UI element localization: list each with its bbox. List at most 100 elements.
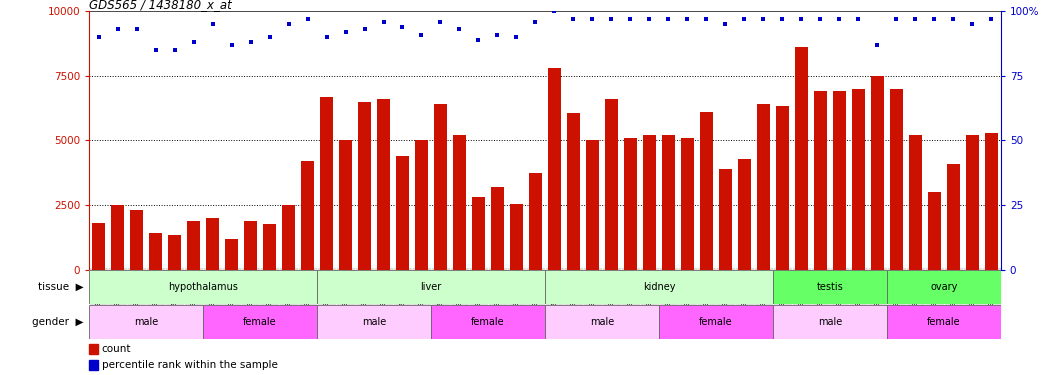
Text: count: count	[102, 344, 131, 354]
Point	[926, 16, 943, 22]
Bar	[454, 135, 465, 270]
Bar	[316, 305, 431, 339]
Bar	[772, 270, 887, 304]
Bar	[643, 135, 656, 270]
Point	[755, 16, 771, 22]
Point	[185, 39, 202, 45]
Point	[356, 26, 373, 32]
Bar	[758, 104, 769, 270]
Bar	[150, 234, 161, 270]
Bar	[662, 135, 675, 270]
Bar	[510, 204, 523, 270]
Bar	[89, 344, 99, 354]
Bar	[910, 135, 921, 270]
Bar	[111, 205, 124, 270]
Point	[109, 26, 126, 32]
Text: kidney: kidney	[642, 282, 675, 292]
Bar	[606, 99, 617, 270]
Point	[565, 16, 582, 22]
Point	[774, 16, 791, 22]
Bar	[415, 141, 428, 270]
Bar	[545, 305, 659, 339]
Bar	[130, 210, 143, 270]
Point	[850, 16, 867, 22]
Bar	[92, 223, 105, 270]
Point	[603, 16, 619, 22]
Point	[660, 16, 677, 22]
Bar	[719, 169, 732, 270]
Point	[337, 29, 354, 35]
Bar	[492, 187, 504, 270]
Point	[489, 32, 506, 38]
Point	[242, 39, 259, 45]
Point	[793, 16, 810, 22]
Point	[204, 21, 221, 27]
Bar	[985, 133, 998, 270]
Bar	[681, 138, 694, 270]
Point	[623, 16, 639, 22]
Bar	[887, 305, 1001, 339]
Point	[375, 19, 392, 25]
Text: male: male	[134, 317, 158, 327]
Point	[945, 16, 962, 22]
Bar	[887, 270, 1001, 304]
Bar	[89, 360, 99, 370]
Bar	[777, 105, 788, 270]
Text: male: male	[590, 317, 614, 327]
Bar	[206, 218, 219, 270]
Point	[736, 16, 752, 22]
Bar	[947, 164, 960, 270]
Bar	[316, 270, 545, 304]
Point	[698, 16, 715, 22]
Text: hypothalamus: hypothalamus	[168, 282, 238, 292]
Point	[128, 26, 145, 32]
Text: female: female	[472, 317, 505, 327]
Bar	[814, 92, 827, 270]
Text: testis: testis	[816, 282, 844, 292]
Bar	[659, 305, 772, 339]
Point	[147, 47, 163, 53]
Bar	[282, 205, 294, 270]
Bar	[473, 197, 484, 270]
Bar	[244, 220, 257, 270]
Text: GDS565 / 1438180_x_at: GDS565 / 1438180_x_at	[89, 0, 232, 11]
Bar	[396, 156, 409, 270]
Point	[964, 21, 981, 27]
Bar	[548, 68, 561, 270]
Bar	[625, 138, 636, 270]
Text: ovary: ovary	[931, 282, 958, 292]
Bar	[929, 192, 940, 270]
Bar	[772, 305, 887, 339]
Text: female: female	[699, 317, 733, 327]
Bar	[340, 141, 352, 270]
Point	[451, 26, 467, 32]
Bar	[263, 224, 276, 270]
Point	[167, 47, 183, 53]
Bar	[545, 270, 772, 304]
Point	[508, 34, 525, 40]
Bar	[434, 104, 446, 270]
Bar	[188, 220, 200, 270]
Bar	[700, 112, 713, 270]
Bar	[89, 305, 203, 339]
Bar	[833, 92, 846, 270]
Text: percentile rank within the sample: percentile rank within the sample	[102, 360, 278, 370]
Bar	[321, 96, 332, 270]
Point	[546, 8, 563, 14]
Point	[394, 24, 411, 30]
Bar	[169, 235, 180, 270]
Bar	[89, 270, 316, 304]
Bar	[890, 89, 902, 270]
Bar	[358, 102, 371, 270]
Text: liver: liver	[420, 282, 441, 292]
Point	[280, 21, 297, 27]
Text: female: female	[927, 317, 961, 327]
Point	[831, 16, 848, 22]
Bar	[529, 173, 542, 270]
Point	[90, 34, 107, 40]
Point	[679, 16, 696, 22]
Point	[223, 42, 240, 48]
Point	[869, 42, 886, 48]
Point	[641, 16, 658, 22]
Bar	[738, 159, 750, 270]
